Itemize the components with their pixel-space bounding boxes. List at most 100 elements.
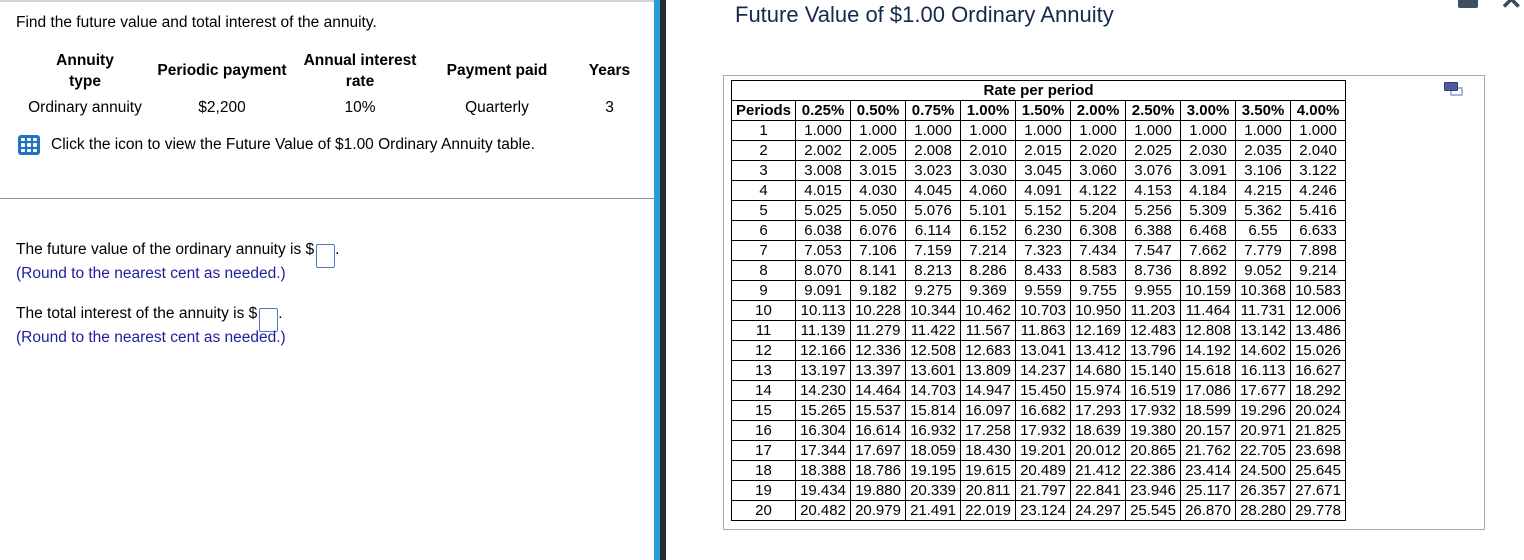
rate-column-header: 4.00% — [1290, 100, 1347, 121]
factor-cell: 13.197 — [795, 360, 852, 381]
rate-column-header: 3.50% — [1235, 100, 1292, 121]
factor-cell: 15.026 — [1290, 340, 1347, 361]
table-row: 20 20.482 20.979 21.491 22.019 23.124 24.297 2… — [730, 500, 1347, 521]
factor-cell: 4.153 — [1125, 180, 1182, 201]
copy-table-icon[interactable] — [1444, 82, 1464, 98]
factor-cell: 5.025 — [795, 200, 852, 221]
factor-cell: 18.786 — [850, 460, 907, 481]
factor-cell: 7.323 — [1015, 240, 1072, 261]
factor-cell: 17.697 — [850, 440, 907, 461]
period-cell: 2 — [730, 140, 797, 161]
factor-cell: 16.097 — [960, 400, 1017, 421]
factor-cell: 3.076 — [1125, 160, 1182, 181]
factor-cell: 19.296 — [1235, 400, 1292, 421]
panel-divider-blue — [654, 0, 660, 560]
factor-cell: 6.468 — [1180, 220, 1237, 241]
factor-cell: 3.091 — [1180, 160, 1237, 181]
table-row: 19 19.434 19.880 20.339 20.811 21.797 22.841 2… — [730, 480, 1347, 501]
factor-cell: 19.380 — [1125, 420, 1182, 441]
factor-cell: 11.731 — [1235, 300, 1292, 321]
future-value-table: Rate per period Periods 0.25% 0.50% 0.75… — [730, 80, 1347, 521]
factor-cell: 4.030 — [850, 180, 907, 201]
factor-cell: 10.228 — [850, 300, 907, 321]
rounding-note: (Round to the nearest cent as needed.) — [16, 329, 286, 346]
factor-cell: 2.020 — [1070, 140, 1127, 161]
period-cell: 9 — [730, 280, 797, 301]
table-row: 15 15.265 15.537 15.814 16.097 16.682 17.293 1… — [730, 400, 1347, 421]
caption-row: Rate per period — [730, 80, 1347, 101]
total-interest-input[interactable] — [259, 308, 279, 332]
factor-cell: 2.008 — [905, 140, 962, 161]
minimize-icon[interactable] — [1458, 0, 1478, 8]
factor-cell: 15.265 — [795, 400, 852, 421]
table-row: 6 6.038 6.076 6.114 6.152 6.230 6.308 6.388 6.4… — [730, 220, 1347, 241]
factor-cell: 11.422 — [905, 320, 962, 341]
factor-cell: 9.182 — [850, 280, 907, 301]
details-value: $2,200 — [198, 99, 246, 116]
factor-cell: 27.671 — [1290, 480, 1347, 501]
factor-cell: 6.114 — [905, 220, 962, 241]
period-cell: 6 — [730, 220, 797, 241]
factor-cell: 12.006 — [1290, 300, 1347, 321]
question-text: The future value of the ordinary annuity… — [16, 241, 315, 258]
factor-cell: 8.141 — [850, 260, 907, 281]
details-value: 10% — [344, 99, 376, 116]
factor-cell: 5.152 — [1015, 200, 1072, 221]
factor-cell: 10.368 — [1235, 280, 1292, 301]
factor-cell: 3.106 — [1235, 160, 1292, 181]
factor-cell: 13.601 — [905, 360, 962, 381]
factor-cell: 13.809 — [960, 360, 1017, 381]
table-row: 4 4.015 4.030 4.045 4.060 4.091 4.122 4.153 4.1… — [730, 180, 1347, 201]
factor-cell: 23.698 — [1290, 440, 1347, 461]
factor-cell: 13.412 — [1070, 340, 1127, 361]
factor-cell: 16.304 — [795, 420, 852, 441]
details-header: Years — [588, 62, 631, 80]
factor-cell: 17.677 — [1235, 380, 1292, 401]
annuity-details-table: Annuity type Ordinary annuity Periodic p… — [16, 49, 655, 117]
factor-cell: 6.076 — [850, 220, 907, 241]
period-cell: 5 — [730, 200, 797, 221]
rate-header-row: Periods 0.25% 0.50% 0.75% 1.00% 1.50% 2.… — [730, 100, 1347, 121]
view-table-icon[interactable] — [18, 135, 40, 155]
factor-cell: 3.023 — [905, 160, 962, 181]
period-cell: 14 — [730, 380, 797, 401]
close-icon[interactable]: ✕ — [1500, 0, 1523, 15]
factor-cell: 15.974 — [1070, 380, 1127, 401]
factor-cell: 11.203 — [1125, 300, 1182, 321]
factor-cell: 22.019 — [960, 500, 1017, 521]
factor-cell: 29.778 — [1290, 500, 1347, 521]
factor-cell: 7.106 — [850, 240, 907, 261]
factor-cell: 12.166 — [795, 340, 852, 361]
rate-per-period-header: Rate per period — [730, 80, 1347, 101]
question-panel: Find the future value and total interest… — [0, 0, 655, 560]
factor-cell: 13.486 — [1290, 320, 1347, 341]
factor-cell: 9.369 — [960, 280, 1017, 301]
factor-cell: 19.615 — [960, 460, 1017, 481]
factor-cell: 19.880 — [850, 480, 907, 501]
factor-cell: 5.101 — [960, 200, 1017, 221]
rate-column-header: 1.50% — [1015, 100, 1072, 121]
factor-cell: 21.412 — [1070, 460, 1127, 481]
details-column: Annual interest rate 10% — [290, 49, 430, 117]
factor-cell: 18.639 — [1070, 420, 1127, 441]
factor-cell: 6.388 — [1125, 220, 1182, 241]
factor-cell: 17.344 — [795, 440, 852, 461]
future-value-input[interactable] — [316, 244, 336, 268]
factor-cell: 24.297 — [1070, 500, 1127, 521]
factor-cell: 15.140 — [1125, 360, 1182, 381]
factor-cell: 15.814 — [905, 400, 962, 421]
period-cell: 15 — [730, 400, 797, 421]
factor-cell: 10.703 — [1015, 300, 1072, 321]
details-header: Annuity type — [56, 51, 114, 90]
factor-cell: 23.124 — [1015, 500, 1072, 521]
factor-cell: 7.434 — [1070, 240, 1127, 261]
factor-cell: 11.279 — [850, 320, 907, 341]
factor-cell: 6.038 — [795, 220, 852, 241]
details-value: Ordinary annuity — [28, 99, 142, 116]
factor-cell: 16.682 — [1015, 400, 1072, 421]
factor-cell: 10.113 — [795, 300, 852, 321]
factor-cell: 20.157 — [1180, 420, 1237, 441]
table-row: 18 18.388 18.786 19.195 19.615 20.489 21.412 2… — [730, 460, 1347, 481]
factor-cell: 3.015 — [850, 160, 907, 181]
factor-cell: 12.483 — [1125, 320, 1182, 341]
